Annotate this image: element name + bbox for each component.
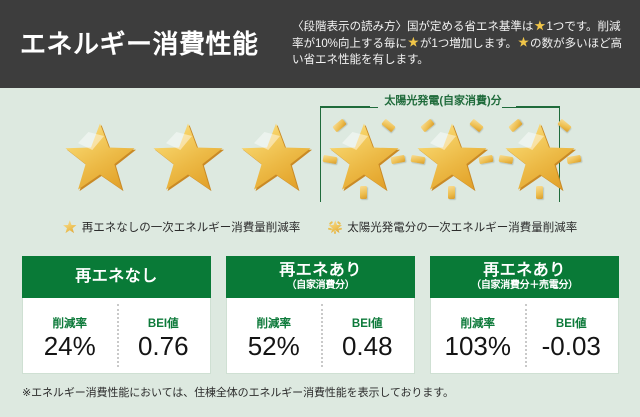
star-slot-4 [320, 114, 408, 202]
metric-value: 0.76 [137, 330, 189, 361]
star-icon [63, 220, 77, 234]
metric-reduction-rate: 削減率 24% [23, 298, 117, 373]
star-icon [518, 36, 529, 47]
solar-bracket-label: 太陽光発電(自家消費)分 [370, 96, 516, 107]
star-row [0, 114, 640, 202]
footnote: ※エネルギー消費性能においては、住棟全体のエネルギー消費性能を表示しております。 [22, 387, 454, 399]
metric-value: -0.03 [541, 330, 601, 361]
star-slot-3 [232, 114, 320, 202]
ray-mark [448, 186, 455, 199]
star-icon [64, 122, 137, 194]
metric-value: 24% [43, 330, 96, 361]
metric-reduction-rate: 削減率 52% [227, 298, 321, 373]
ray-mark [360, 186, 367, 199]
card-subtitle: （自家消費分＋売電分） [471, 279, 578, 291]
metric-label: BEI値 [351, 317, 383, 330]
note-part-2: 1つです。削減率が10%向上する毎に [292, 20, 621, 50]
star-icon [152, 122, 225, 194]
metric-value: 103% [444, 330, 512, 361]
header-bar: エネルギー消費性能 〈段階表示の読み方〉国が定める省エネ基準は 1つです。削減率が… [0, 0, 640, 88]
card-body: 削減率 103% BEI値 -0.03 [430, 298, 619, 374]
star-burst-icon [504, 122, 577, 194]
card-header: 再エネあり （自家消費分） [226, 256, 415, 298]
card-body: 削減率 52% BEI値 0.48 [226, 298, 415, 374]
metric-label: 削減率 [52, 317, 88, 330]
star-slot-1 [56, 114, 144, 202]
legend-label: 太陽光発電分の一次エネルギー消費量削減率 [347, 222, 578, 234]
card-body: 削減率 24% BEI値 0.76 [22, 298, 211, 374]
card-header: 再エネあり （自家消費分＋売電分） [430, 256, 619, 298]
star-burst-icon [416, 122, 489, 194]
star-icon [534, 20, 546, 31]
cell-divider [116, 304, 119, 367]
star-icon [240, 122, 313, 194]
solar-bracket-top-right [502, 106, 560, 108]
star-rating-area: 太陽光発電(自家消費)分 [0, 88, 640, 210]
star-icon [408, 36, 419, 47]
metric-reduction-rate: 削減率 103% [431, 298, 525, 373]
metric-label: 削減率 [256, 317, 292, 330]
cell-divider [524, 304, 527, 367]
legend-item-non-renewable: 再エネなしの一次エネルギー消費量削減率 [63, 219, 301, 235]
metric-value: 52% [247, 330, 300, 361]
page-title: エネルギー消費性能 [20, 28, 259, 59]
star-burst-icon [328, 220, 343, 234]
solar-bracket-top-left [320, 106, 378, 108]
card-renewable-with-selling: 再エネあり （自家消費分＋売電分） 削減率 103% BEI値 -0.03 [430, 256, 619, 374]
metric-label: 削減率 [460, 317, 496, 330]
metric-bei: BEI値 0.48 [321, 298, 415, 373]
note-part-3: が1つ増加します。 [419, 36, 517, 50]
metric-label: BEI値 [147, 317, 179, 330]
legend-label: 再エネなしの一次エネルギー消費量削減率 [81, 222, 301, 234]
star-burst-icon [328, 122, 401, 194]
card-title: 再エネあり [483, 262, 566, 280]
card-non-renewable: 再エネなし 削減率 24% BEI値 0.76 [22, 256, 211, 374]
card-renewable-self-consumption: 再エネあり （自家消費分） 削減率 52% BEI値 0.48 [226, 256, 415, 374]
card-title: 再エネあり [279, 262, 362, 280]
metrics-cards: 再エネなし 削減率 24% BEI値 0.76 再エネあり （自家消費分） [22, 256, 620, 374]
star-slot-5 [408, 114, 496, 202]
note-part-4: の数が多いほど高い省エネ性能を有します。 [292, 36, 622, 67]
metric-value: 0.48 [341, 330, 393, 361]
legend: 再エネなしの一次エネルギー消費量削減率 太陽光発電分の一次エネルギー消費量削減率 [0, 212, 640, 242]
cell-divider [320, 304, 323, 367]
star-slot-2 [144, 114, 232, 202]
card-title: 再エネなし [75, 268, 158, 286]
reading-guide-note: 〈段階表示の読み方〉国が定める省エネ基準は 1つです。削減率が10%向上する毎にが… [290, 19, 640, 68]
ray-mark [536, 186, 543, 199]
legend-item-solar: 太陽光発電分の一次エネルギー消費量削減率 [328, 219, 577, 235]
star-slot-6 [496, 114, 584, 202]
card-subtitle: （自家消費分） [286, 279, 355, 291]
metric-label: BEI値 [555, 317, 587, 330]
note-part-1: 〈段階表示の読み方〉国が定める省エネ基準は [292, 20, 534, 34]
card-header: 再エネなし [22, 256, 211, 298]
metric-bei: BEI値 0.76 [117, 298, 211, 373]
metric-bei: BEI値 -0.03 [525, 298, 619, 373]
